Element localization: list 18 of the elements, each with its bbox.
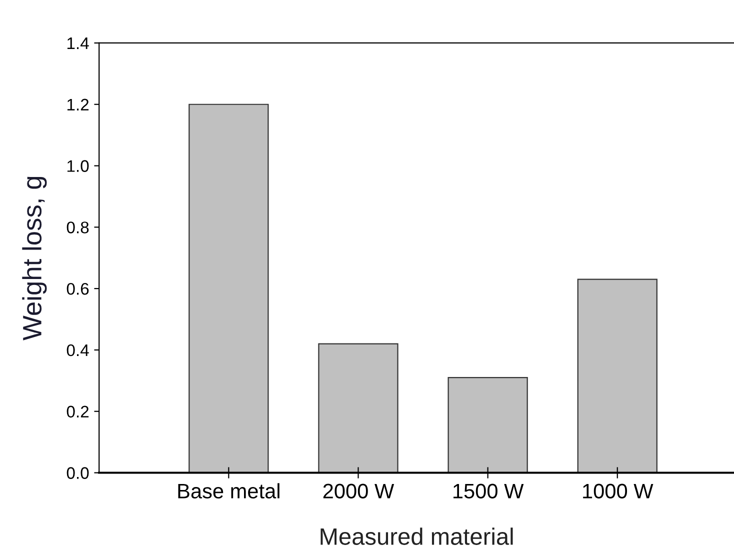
y-tick-label: 1.4 xyxy=(67,38,89,50)
y-tick-label: 1.0 xyxy=(67,160,89,172)
y-tick-label: 1.2 xyxy=(67,98,89,110)
y-tick-label: 0.4 xyxy=(66,344,89,356)
x-tick-label: 2000 W xyxy=(323,484,394,498)
y-axis-title: Weight loss, g xyxy=(22,176,47,340)
y-tick-label: 0.2 xyxy=(66,406,89,418)
x-tick-label: 1500 W xyxy=(454,484,524,498)
bar xyxy=(577,278,658,473)
y-tick-label: 0.6 xyxy=(66,282,89,295)
bar xyxy=(448,377,528,473)
x-axis-title: Measured material xyxy=(320,528,513,545)
x-tick-label: 1000 W xyxy=(583,484,654,498)
x-tick-label: Base metal xyxy=(178,483,280,498)
y-tick-label: 0.8 xyxy=(66,222,89,234)
y-tick-label: 0.0 xyxy=(66,467,89,479)
bar xyxy=(318,343,398,473)
bar xyxy=(188,104,269,473)
